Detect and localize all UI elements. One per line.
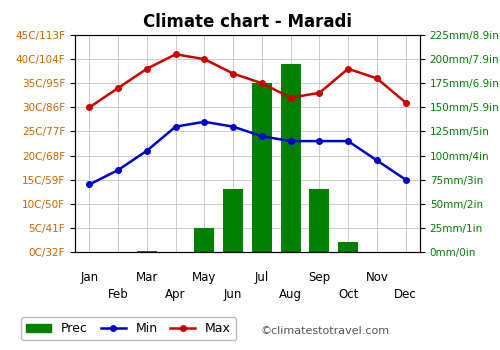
Text: Jul: Jul — [255, 272, 269, 285]
Text: Nov: Nov — [366, 272, 388, 285]
Bar — [310, 189, 330, 252]
Text: Feb: Feb — [108, 288, 128, 301]
Text: Jun: Jun — [224, 288, 242, 301]
Legend: Prec, Min, Max: Prec, Min, Max — [21, 317, 236, 340]
Text: Sep: Sep — [308, 272, 330, 285]
Bar — [338, 242, 358, 252]
Text: Aug: Aug — [279, 288, 302, 301]
Text: May: May — [192, 272, 216, 285]
Bar — [252, 83, 272, 252]
Bar — [194, 228, 214, 252]
Text: ©climatestotravel.com: ©climatestotravel.com — [260, 326, 389, 336]
Bar — [280, 64, 300, 252]
Text: Oct: Oct — [338, 288, 358, 301]
Text: Mar: Mar — [136, 272, 158, 285]
Bar — [223, 189, 243, 252]
Text: Jan: Jan — [80, 272, 98, 285]
Title: Climate chart - Maradi: Climate chart - Maradi — [143, 13, 352, 31]
Text: Apr: Apr — [166, 288, 186, 301]
Bar — [137, 251, 157, 252]
Text: Dec: Dec — [394, 288, 417, 301]
